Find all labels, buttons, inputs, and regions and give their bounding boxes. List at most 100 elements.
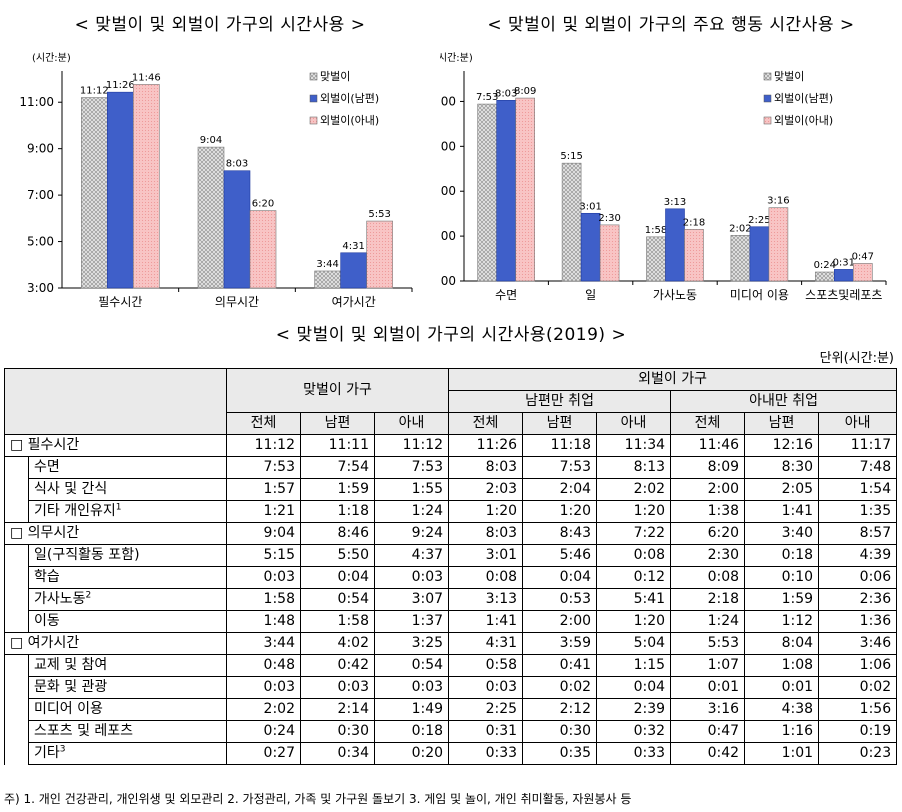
bar	[833, 269, 854, 282]
row-label: 교제 및 참여	[28, 654, 227, 677]
table-cell: 0:27	[226, 742, 301, 765]
table-cell: 0:54	[300, 588, 375, 611]
bar	[515, 97, 535, 282]
table-cell: 1:20	[596, 610, 672, 633]
data-label: 2:02	[729, 223, 751, 234]
table-cell: 4:38	[744, 698, 820, 721]
table-cell: 3:25	[373, 632, 450, 655]
table-cell: 0:06	[818, 566, 898, 589]
data-label: 0:47	[852, 251, 874, 262]
bar	[665, 208, 685, 282]
data-label: 8:09	[514, 86, 536, 97]
table-cell: 1:58	[226, 588, 301, 611]
table-cell: 0:54	[373, 654, 450, 677]
table-cell: 7:22	[596, 522, 672, 545]
table-cell: 1:54	[818, 478, 898, 501]
data-label: 2:18	[683, 217, 705, 228]
footnote-marker: 1	[115, 502, 122, 513]
y-axis-label: (시간:분)	[32, 52, 71, 64]
row-label: 수면	[28, 456, 227, 479]
y-tick-label: 9:00	[27, 142, 54, 156]
table-cell: 0:03	[300, 676, 375, 699]
footnote: 주) 1. 개인 건강관리, 개인위생 및 외모관리 2. 가정관리, 가족 및…	[4, 792, 632, 806]
row-indent	[4, 654, 29, 677]
chart-title: < 맞벌이 및 외벌이 가구의 주요 행동 시간사용 >	[487, 15, 855, 35]
table-cell: 11:18	[522, 434, 598, 457]
table-row: □ 여가시간 3:44 4:02 3:25 4:31 3:59 5:04 5:53 8:04 3:…	[4, 632, 898, 655]
row-label: 이동	[28, 610, 227, 633]
bar	[107, 91, 134, 289]
row-label: 스포츠 및 레포츠	[28, 720, 227, 743]
table-cell: 1:57	[226, 478, 301, 501]
table-cell: 0:31	[448, 720, 524, 743]
table-cell: 5:50	[300, 544, 375, 567]
chart-major-activity-time-use: < 맞벌이 및 외벌이 가구의 주요 행동 시간사용 > (시간:분) 0:00 2…	[440, 0, 902, 318]
header-dual-income: 맞벌이 가구	[225, 368, 450, 413]
table-cell: 8:04	[744, 632, 820, 655]
table-cell: 2:36	[818, 588, 898, 611]
col-header: 아내	[596, 412, 672, 435]
table-cell: 0:08	[670, 566, 746, 589]
table-cell: 1:41	[448, 610, 524, 633]
table-cell: 5:15	[226, 544, 301, 567]
table-cell: 5:46	[522, 544, 598, 567]
col-header: 남편	[744, 412, 820, 435]
row-indent	[4, 698, 29, 721]
table-unit: 단위(시간:분)	[819, 351, 894, 366]
bar	[580, 212, 601, 282]
table-cell: 1:12	[744, 610, 820, 633]
row-label: □ 필수시간	[4, 434, 227, 457]
table-cell: 7:53	[373, 456, 450, 479]
table-cell: 0:08	[596, 544, 672, 567]
bar	[133, 84, 160, 289]
table-row: 학습 0:03 0:04 0:03 0:08 0:04 0:12 0:08 0:10 0:06	[4, 566, 898, 589]
row-indent	[4, 566, 29, 589]
table-cell: 1:55	[373, 478, 450, 501]
table-row: □ 필수시간 11:12 11:11 11:12 11:26 11:18 11:34 11:4…	[4, 434, 898, 457]
table-row: □ 의무시간 9:04 8:46 9:24 8:03 8:43 7:22 6:20 3:40 8:…	[4, 522, 898, 545]
table-row: 이동 1:48 1:58 1:37 1:41 2:00 1:20 1:24 1:12 1:36	[4, 610, 898, 633]
legend-label: 외벌이(아내)	[774, 114, 833, 127]
bar	[197, 146, 225, 289]
x-tick-label: 가사노동	[653, 288, 697, 302]
row-label: 문화 및 관광	[28, 676, 227, 699]
table-cell: 0:03	[226, 676, 301, 699]
table-cell: 0:03	[448, 676, 524, 699]
row-indent	[4, 742, 29, 765]
row-label: □ 여가시간	[4, 632, 227, 655]
table-cell: 8:13	[596, 456, 672, 479]
table-cell: 0:34	[300, 742, 375, 765]
table-cell: 0:04	[300, 566, 375, 589]
row-indent	[4, 456, 29, 479]
chart-household-time-use: < 맞벌이 및 외벌이 가구의 시간사용 > (시간:분) 3:00 5:00 7:0…	[0, 0, 440, 318]
footnote-marker: 2	[85, 590, 92, 601]
table-cell: 4:31	[448, 632, 524, 655]
table-cell: 0:18	[373, 720, 450, 743]
data-label: 0:31	[833, 257, 855, 268]
row-label: □ 의무시간	[4, 522, 227, 545]
table-cell: 2:30	[670, 544, 746, 567]
table-cell: 2:05	[744, 478, 820, 501]
table-row: 기타3 0:27 0:34 0:20 0:33 0:35 0:33 0:42 1:01 0:23	[4, 742, 898, 765]
table-cell: 0:42	[670, 742, 746, 765]
data-label: 1:58	[645, 225, 667, 236]
table-cell: 8:46	[300, 522, 375, 545]
table-row: 가사노동2 1:58 0:54 3:07 3:13 0:53 5:41 2:18 1:59 2:3…	[4, 588, 898, 611]
table-cell: 0:48	[226, 654, 301, 677]
row-label: 학습	[28, 566, 227, 589]
table-cell: 7:48	[818, 456, 898, 479]
col-header: 남편	[300, 412, 375, 435]
table-cell: 0:03	[373, 566, 450, 589]
data-label: 6:20	[252, 199, 274, 210]
table-cell: 1:59	[744, 588, 820, 611]
table-cell: 0:24	[226, 720, 301, 743]
table-cell: 0:41	[522, 654, 598, 677]
row-indent	[4, 588, 29, 611]
table-cell: 0:02	[522, 676, 598, 699]
table-cell: 0:04	[522, 566, 598, 589]
table-cell: 0:20	[373, 742, 450, 765]
data-label: 5:53	[368, 209, 390, 220]
y-axis-label: (시간:분)	[440, 52, 473, 64]
bar	[599, 224, 620, 282]
table-cell: 8:43	[522, 522, 598, 545]
